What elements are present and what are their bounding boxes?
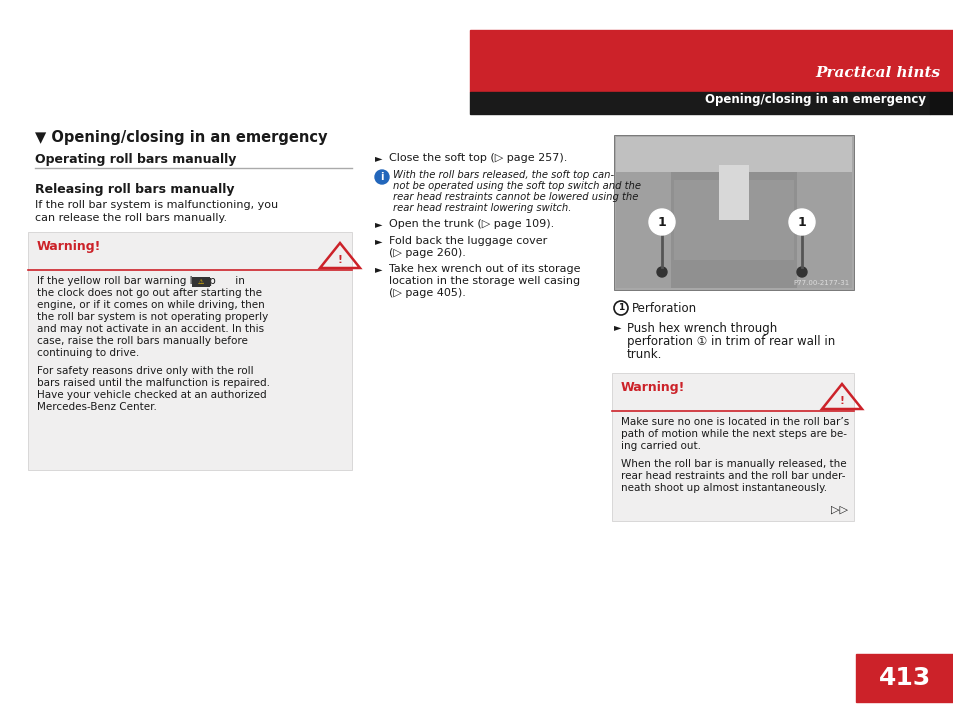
Text: rear head restraint lowering switch.: rear head restraint lowering switch. — [393, 203, 571, 213]
Circle shape — [788, 209, 814, 235]
Circle shape — [796, 267, 806, 277]
Text: rear head restraints cannot be lowered using the: rear head restraints cannot be lowered u… — [393, 192, 638, 202]
Text: Take hex wrench out of its storage: Take hex wrench out of its storage — [389, 264, 579, 274]
Text: continuing to drive.: continuing to drive. — [37, 348, 139, 358]
Circle shape — [657, 267, 666, 277]
Text: neath shoot up almost instantaneously.: neath shoot up almost instantaneously. — [620, 483, 826, 493]
Bar — [616, 172, 851, 288]
Text: ▼ Opening/closing in an emergency: ▼ Opening/closing in an emergency — [35, 130, 327, 145]
Text: 1: 1 — [657, 216, 666, 228]
Text: engine, or if it comes on while driving, then: engine, or if it comes on while driving,… — [37, 300, 265, 310]
Circle shape — [375, 170, 389, 184]
Text: ⚠: ⚠ — [197, 279, 204, 285]
Text: perforation ① in trim of rear wall in: perforation ① in trim of rear wall in — [626, 335, 835, 348]
Text: rear head restraints and the roll bar under-: rear head restraints and the roll bar un… — [620, 471, 844, 481]
Text: location in the storage well casing: location in the storage well casing — [389, 276, 579, 286]
Text: !: ! — [337, 255, 342, 265]
Circle shape — [648, 209, 675, 235]
Text: ▷▷: ▷▷ — [830, 505, 847, 515]
Text: If the roll bar system is malfunctioning, you: If the roll bar system is malfunctioning… — [35, 200, 278, 210]
Text: 413: 413 — [878, 666, 930, 690]
Text: Practical hints: Practical hints — [814, 66, 939, 80]
Text: Open the trunk (▷ page 109).: Open the trunk (▷ page 109). — [389, 219, 554, 229]
Text: case, raise the roll bars manually before: case, raise the roll bars manually befor… — [37, 336, 248, 346]
Text: Releasing roll bars manually: Releasing roll bars manually — [35, 183, 234, 196]
Text: If the yellow roll bar warning lamp      in: If the yellow roll bar warning lamp in — [37, 276, 245, 286]
Text: bars raised until the malfunction is repaired.: bars raised until the malfunction is rep… — [37, 378, 270, 388]
Bar — [28, 232, 352, 470]
Bar — [614, 135, 853, 290]
Bar — [616, 172, 670, 288]
Text: i: i — [380, 172, 383, 182]
Text: ►: ► — [614, 322, 620, 332]
Text: Warning!: Warning! — [37, 240, 101, 253]
Bar — [470, 92, 929, 114]
Text: and may not activate in an accident. In this: and may not activate in an accident. In … — [37, 324, 264, 334]
Text: not be operated using the soft top switch and the: not be operated using the soft top switc… — [393, 181, 640, 191]
Bar — [673, 180, 793, 260]
Text: For safety reasons drive only with the roll: For safety reasons drive only with the r… — [37, 366, 253, 376]
Text: Perforation: Perforation — [631, 302, 697, 315]
Text: path of motion while the next steps are be-: path of motion while the next steps are … — [620, 429, 846, 439]
Text: With the roll bars released, the soft top can-: With the roll bars released, the soft to… — [393, 170, 614, 180]
Text: (▷ page 260).: (▷ page 260). — [389, 248, 465, 258]
Text: Operating roll bars manually: Operating roll bars manually — [35, 153, 236, 166]
Text: Close the soft top (▷ page 257).: Close the soft top (▷ page 257). — [389, 153, 567, 163]
Text: Fold back the luggage cover: Fold back the luggage cover — [389, 236, 547, 246]
Text: Opening/closing in an emergency: Opening/closing in an emergency — [704, 93, 925, 106]
Text: ►: ► — [375, 236, 382, 246]
Bar — [855, 654, 953, 702]
Text: the roll bar system is not operating properly: the roll bar system is not operating pro… — [37, 312, 268, 322]
Text: ►: ► — [375, 153, 382, 163]
Text: ►: ► — [375, 264, 382, 274]
Bar — [616, 137, 851, 172]
Bar — [719, 165, 748, 220]
Text: Mercedes-Benz Center.: Mercedes-Benz Center. — [37, 402, 156, 412]
Text: trunk.: trunk. — [626, 348, 661, 361]
Text: Warning!: Warning! — [620, 381, 684, 394]
Text: !: ! — [839, 396, 843, 406]
Text: Have your vehicle checked at an authorized: Have your vehicle checked at an authoriz… — [37, 390, 266, 400]
Text: the clock does not go out after starting the: the clock does not go out after starting… — [37, 288, 262, 298]
Text: P77.00-2177-31: P77.00-2177-31 — [793, 280, 849, 286]
Bar — [612, 373, 853, 521]
Text: 1: 1 — [618, 304, 623, 312]
Text: (▷ page 405).: (▷ page 405). — [389, 288, 465, 298]
Text: ►: ► — [375, 219, 382, 229]
Text: When the roll bar is manually released, the: When the roll bar is manually released, … — [620, 459, 845, 469]
Bar — [470, 30, 953, 92]
Text: 1: 1 — [797, 216, 805, 228]
Text: can release the roll bars manually.: can release the roll bars manually. — [35, 213, 227, 223]
Bar — [796, 172, 851, 288]
Text: Make sure no one is located in the roll bar’s: Make sure no one is located in the roll … — [620, 417, 848, 427]
Bar — [929, 92, 953, 114]
Text: Push hex wrench through: Push hex wrench through — [626, 322, 777, 335]
Text: ing carried out.: ing carried out. — [620, 441, 700, 451]
Bar — [192, 277, 210, 287]
